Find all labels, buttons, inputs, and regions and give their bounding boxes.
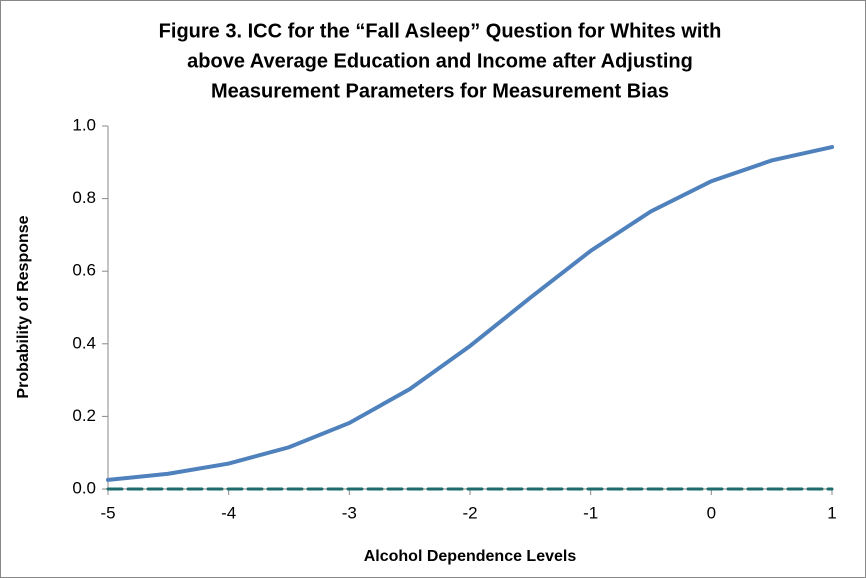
chart-title: above Average Education and Income after…: [187, 50, 693, 72]
x-tick-label: -5: [100, 503, 115, 522]
x-tick-label: 1: [827, 503, 836, 522]
y-tick-label: 0.4: [72, 333, 96, 352]
y-tick-label: 0.6: [72, 261, 96, 280]
y-tick-label: 0.8: [72, 188, 96, 207]
y-axis-label: Probability of Response: [15, 215, 32, 398]
y-tick-label: 0.2: [72, 406, 96, 425]
x-tick-label: -2: [462, 503, 477, 522]
x-tick-label: -4: [221, 503, 236, 522]
series-line: [106, 145, 834, 482]
x-axis-label: Alcohol Dependence Levels: [364, 548, 577, 565]
x-tick-label: -3: [342, 503, 357, 522]
x-tick-label: -1: [583, 503, 598, 522]
x-tick-label: 0: [707, 503, 716, 522]
chart-title: Measurement Parameters for Measurement B…: [211, 80, 669, 102]
y-tick-label: 1.0: [72, 115, 96, 134]
y-tick-label: 0.0: [72, 478, 96, 497]
chart-title: Figure 3. ICC for the “Fall Asleep” Ques…: [159, 20, 722, 42]
